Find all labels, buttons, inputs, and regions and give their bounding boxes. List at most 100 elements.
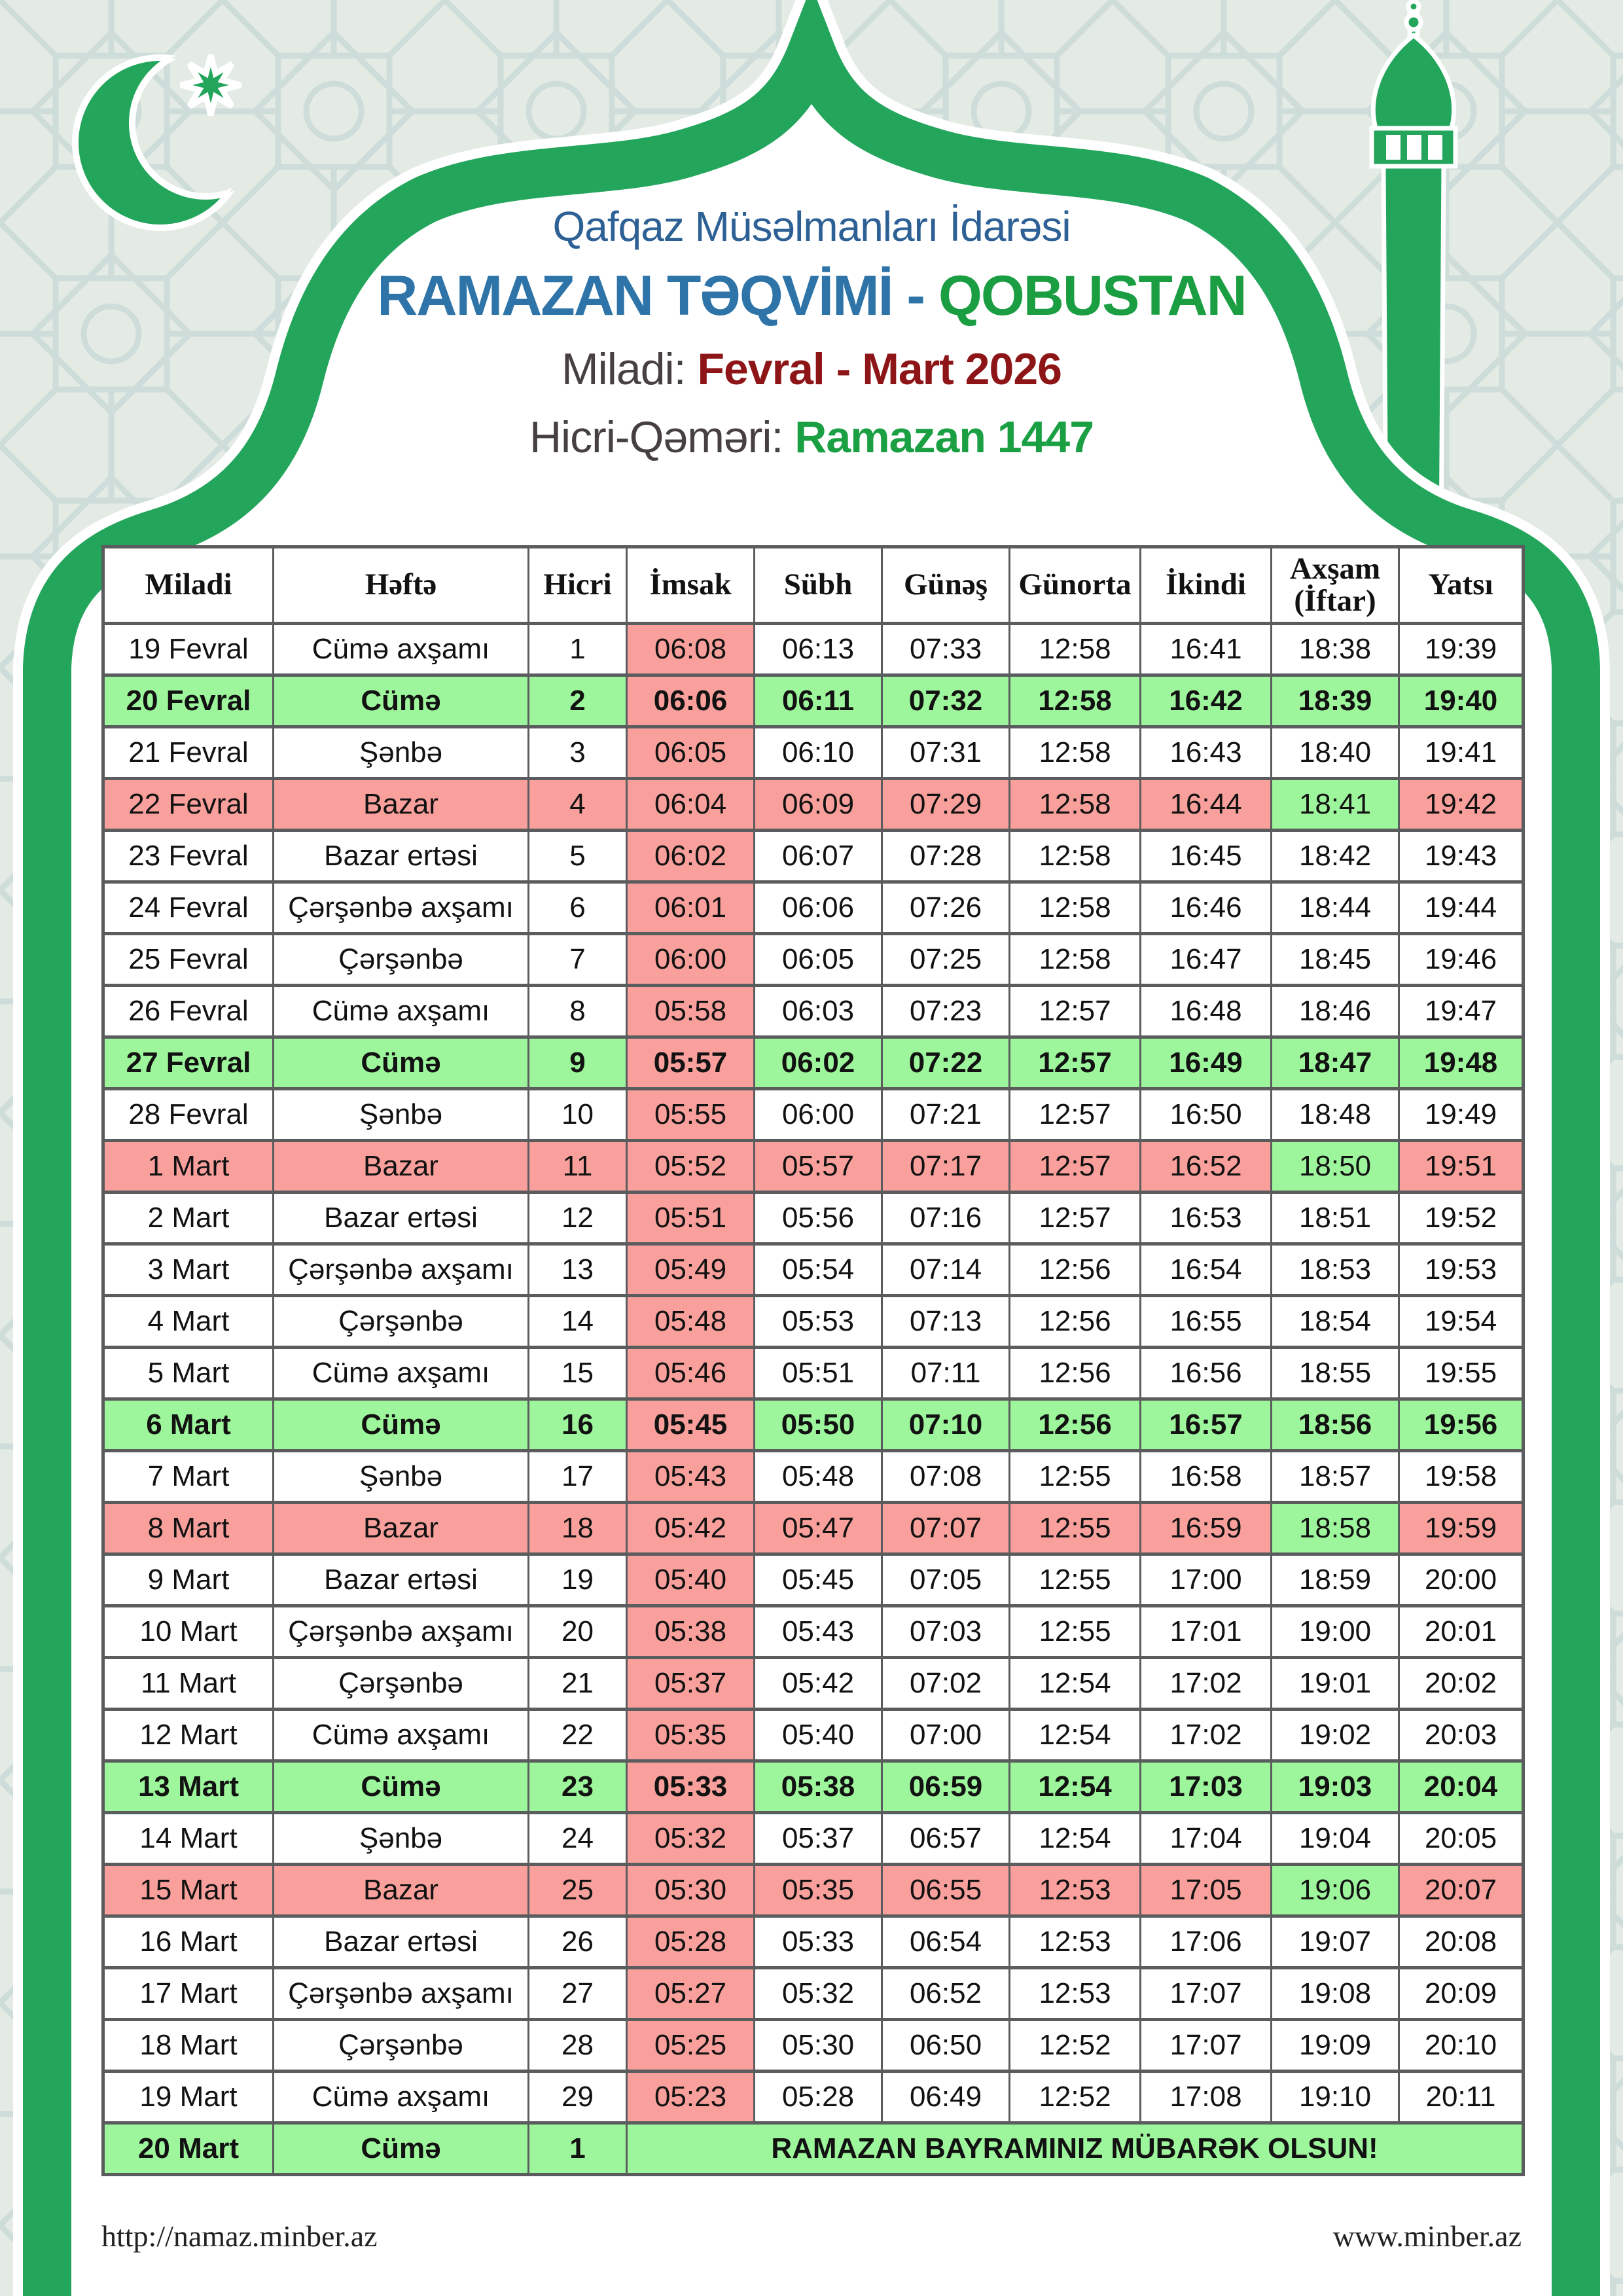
cell-gunes: 07:33 [881, 622, 1010, 676]
cell-miladi: 22 Fevral [102, 778, 274, 831]
cell-miladi: 11 Mart [102, 1657, 274, 1710]
cell-aksam: 18:56 [1270, 1398, 1400, 1452]
cell-yatsi: 20:00 [1398, 1553, 1524, 1607]
cell-imsak: 05:45 [626, 1398, 755, 1452]
cell-miladi: 19 Fevral [102, 622, 274, 676]
cell-gunes: 06:54 [881, 1915, 1010, 1969]
cell-gunorta: 12:55 [1008, 1501, 1141, 1555]
cell-hefte: Cümə [272, 1036, 529, 1090]
table-row: 13 Mart Cümə 23 05:33 05:38 06:59 12:54 17:03 19… [102, 1760, 1524, 1814]
cell-imsak: 05:30 [626, 1863, 755, 1917]
cell-ikindi: 17:03 [1139, 1760, 1272, 1814]
column-header-gunorta: Günorta [1008, 546, 1141, 624]
cell-gunorta: 12:54 [1008, 1760, 1141, 1814]
cell-imsak: 05:46 [626, 1346, 755, 1400]
cell-gunorta: 12:56 [1008, 1243, 1141, 1297]
cell-hicri: 16 [527, 1398, 628, 1452]
cell-ikindi: 16:59 [1139, 1501, 1272, 1555]
star-icon [179, 54, 242, 117]
cell-aksam: 18:50 [1270, 1139, 1400, 1193]
cell-ikindi: 17:01 [1139, 1605, 1272, 1659]
cell-ikindi: 16:42 [1139, 674, 1272, 728]
hicri-line: Hicri-Qəməri: Ramazan 1447 [157, 403, 1466, 471]
cell-aksam: 18:42 [1270, 829, 1400, 883]
cell-ikindi: 16:54 [1139, 1243, 1272, 1297]
cell-aksam: 18:44 [1270, 881, 1400, 935]
cell-gunes: 07:16 [881, 1191, 1010, 1245]
table-row: 19 Mart Cümə axşamı 29 05:23 05:28 06:49 12:52… [102, 2070, 1524, 2124]
table-row: 17 Mart Çərşənbə axşamı 27 05:27 05:32 06:52 1… [102, 1967, 1524, 2020]
table-row: 10 Mart Çərşənbə axşamı 20 05:38 05:43 07:03 1… [102, 1605, 1524, 1659]
cell-imsak: 06:02 [626, 829, 755, 883]
cell-subh: 06:13 [753, 622, 883, 676]
cell-aksam: 19:08 [1270, 1967, 1400, 2020]
table-row: 27 Fevral Cümə 9 05:57 06:02 07:22 12:57 16:49 1… [102, 1036, 1524, 1090]
cell-imsak: 06:08 [626, 622, 755, 676]
cell-yatsi: 20:07 [1398, 1863, 1524, 1917]
cell-hefte: Şənbə [272, 726, 529, 780]
cell-gunorta: 12:52 [1008, 2070, 1141, 2124]
cell-miladi: 8 Mart [102, 1501, 274, 1555]
cell-subh: 06:03 [753, 984, 883, 1038]
cell-yatsi: 20:05 [1398, 1812, 1524, 1865]
cell-gunorta: 12:58 [1008, 881, 1141, 935]
cell-yatsi: 19:48 [1398, 1036, 1524, 1090]
table-header: Miladi Həftə Hicri İmsak Sübh Günəş Günorta İki… [102, 546, 1524, 624]
cell-imsak: 05:48 [626, 1295, 755, 1348]
cell-miladi: 16 Mart [102, 1915, 274, 1969]
table-row: 18 Mart Çərşənbə 28 05:25 05:30 06:50 12:52 17:… [102, 2018, 1524, 2072]
cell-subh: 05:47 [753, 1501, 883, 1555]
cell-imsak: 06:06 [626, 674, 755, 728]
cell-hefte: Çərşənbə [272, 1657, 529, 1710]
table-row: 22 Fevral Bazar 4 06:04 06:09 07:29 12:58 16:44… [102, 778, 1524, 831]
cell-ikindi: 16:55 [1139, 1295, 1272, 1348]
cell-imsak: 05:43 [626, 1450, 755, 1503]
cell-aksam: 18:46 [1270, 984, 1400, 1038]
cell-hicri: 17 [527, 1450, 628, 1503]
column-header-yatsi: Yatsı [1398, 546, 1524, 624]
cell-miladi: 3 Mart [102, 1243, 274, 1297]
cell-aksam: 18:57 [1270, 1450, 1400, 1503]
table-row: 2 Mart Bazar ertəsi 12 05:51 05:56 07:16 12:57… [102, 1191, 1524, 1245]
cell-gunes: 07:02 [881, 1657, 1010, 1710]
cell-hefte: Çərşənbə axşamı [272, 1605, 529, 1659]
cell-gunes: 07:10 [881, 1398, 1010, 1452]
cell-gunes: 07:25 [881, 933, 1010, 986]
cell-hefte: Cümə axşamı [272, 1346, 529, 1400]
cell-hicri: 28 [527, 2018, 628, 2072]
cell-yatsi: 19:40 [1398, 674, 1524, 728]
table-row: 1 Mart Bazar 11 05:52 05:57 07:17 12:57 16:52 18… [102, 1139, 1524, 1193]
cell-gunes: 06:50 [881, 2018, 1010, 2072]
cell-ikindi: 16:48 [1139, 984, 1272, 1038]
footer-left-url: http://namaz.minber.az [101, 2219, 378, 2253]
cell-hefte: Bazar ertəsi [272, 1915, 529, 1969]
cell-yatsi: 20:10 [1398, 2018, 1524, 2072]
cell-gunorta: 12:55 [1008, 1605, 1141, 1659]
cell-hefte: Cümə [272, 2122, 529, 2176]
cell-imsak: 05:23 [626, 2070, 755, 2124]
cell-yatsi: 19:56 [1398, 1398, 1524, 1452]
cell-hefte: Bazar ertəsi [272, 1191, 529, 1245]
cell-yatsi: 19:39 [1398, 622, 1524, 676]
cell-ikindi: 16:41 [1139, 622, 1272, 676]
column-header-hefte: Həftə [272, 546, 529, 624]
cell-ikindi: 17:02 [1139, 1657, 1272, 1710]
cell-yatsi: 19:52 [1398, 1191, 1524, 1245]
cell-gunorta: 12:55 [1008, 1450, 1141, 1503]
cell-miladi: 21 Fevral [102, 726, 274, 780]
cell-ikindi: 16:49 [1139, 1036, 1272, 1090]
cell-miladi: 5 Mart [102, 1346, 274, 1400]
cell-aksam: 19:03 [1270, 1760, 1400, 1814]
cell-hefte: Çərşənbə [272, 933, 529, 986]
cell-gunes: 07:00 [881, 1708, 1010, 1762]
cell-hicri: 10 [527, 1088, 628, 1141]
cell-ikindi: 17:04 [1139, 1812, 1272, 1865]
cell-hicri: 4 [527, 778, 628, 831]
cell-ikindi: 16:56 [1139, 1346, 1272, 1400]
table-row: 20 Fevral Cümə 2 06:06 06:11 07:32 12:58 16:42 1… [102, 674, 1524, 728]
cell-hefte: Bazar [272, 1501, 529, 1555]
cell-imsak: 06:05 [626, 726, 755, 780]
poster-header: Qafqaz Müsəlmanları İdarəsi RAMAZAN TƏQV… [157, 196, 1466, 471]
cell-hefte: Cümə [272, 674, 529, 728]
table-row: 25 Fevral Çərşənbə 7 06:00 06:05 07:25 12:58 16… [102, 933, 1524, 986]
